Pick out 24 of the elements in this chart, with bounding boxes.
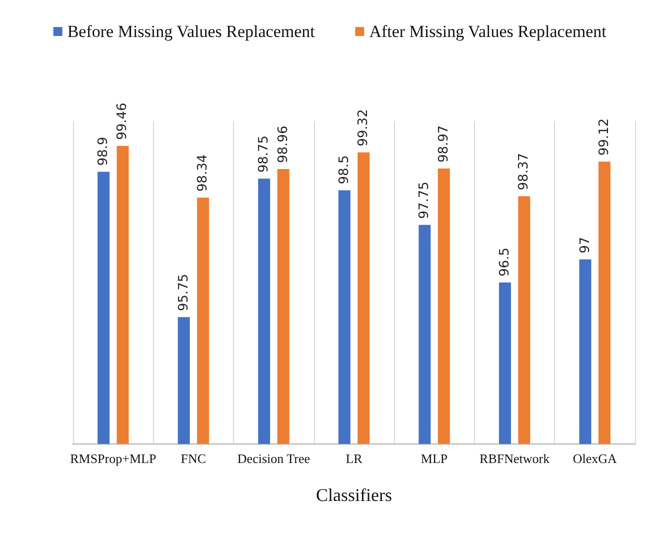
x-tick-label: Decision Tree — [237, 451, 310, 466]
x-axis-title: Classifiers — [316, 485, 392, 505]
data-label: 95.75 — [176, 274, 192, 312]
data-label: 99.32 — [356, 109, 372, 146]
legend-label: Before Missing Values Replacement — [67, 22, 316, 41]
data-label: 98.5 — [336, 155, 352, 184]
data-label: 96.5 — [497, 248, 512, 276]
x-tick-label: MLP — [420, 451, 448, 466]
data-label: 98.75 — [256, 135, 272, 173]
data-label: 98.34 — [196, 154, 211, 192]
data-label: 98.96 — [276, 126, 291, 163]
data-label: 99.12 — [596, 118, 612, 156]
data-label: 97 — [578, 236, 593, 254]
data-label: 98.37 — [516, 152, 532, 190]
x-tick-label: FNC — [180, 451, 206, 466]
data-label: 98.97 — [436, 125, 452, 163]
x-tick-label: OlexGA — [572, 451, 618, 466]
legend-label: After Missing Values Replacement — [369, 22, 607, 41]
data-label: 98.9 — [96, 136, 112, 166]
x-tick-label: RBFNetwork — [480, 451, 550, 466]
x-tick-label: RMSProp+MLP — [70, 451, 156, 466]
data-label: 97.75 — [417, 182, 432, 219]
data-label: 99.46 — [115, 102, 130, 140]
x-tick-label: LR — [346, 451, 363, 466]
